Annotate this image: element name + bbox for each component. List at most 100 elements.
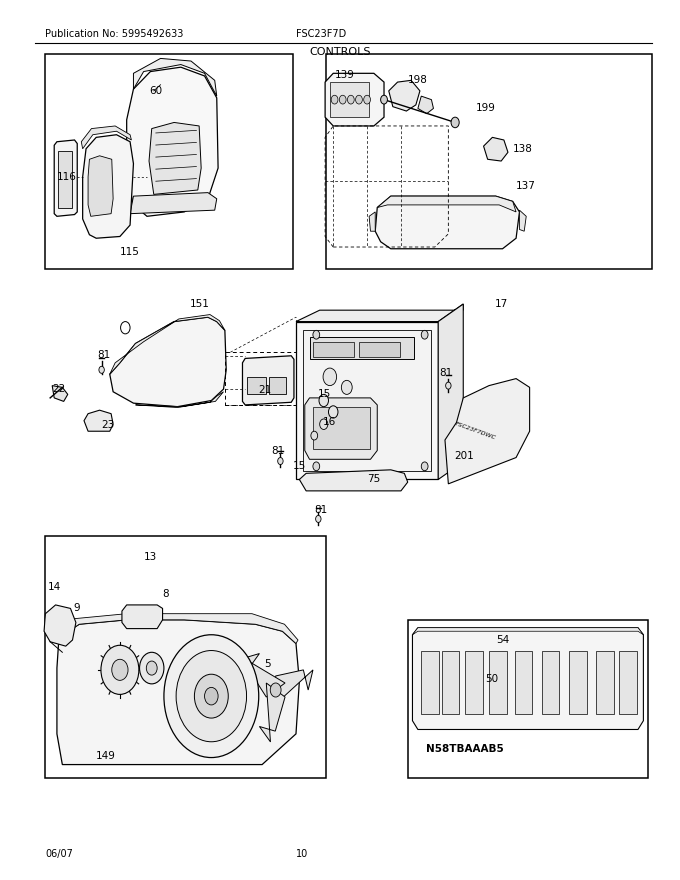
Polygon shape [54,140,78,216]
Bar [330,82,369,117]
Polygon shape [130,193,217,214]
Text: Publication No: 5995492633: Publication No: 5995492633 [46,29,184,39]
Text: 137: 137 [516,180,536,191]
Circle shape [339,95,346,104]
Bar [489,650,507,714]
Text: 198: 198 [408,76,428,85]
Text: 149: 149 [96,751,116,761]
Bar [359,341,400,356]
Text: 9: 9 [73,604,80,613]
Circle shape [331,95,338,104]
Bar [46,537,326,778]
Polygon shape [325,73,384,126]
Circle shape [320,419,328,429]
Text: 81: 81 [314,505,328,515]
Circle shape [364,95,371,104]
Bar [569,650,587,714]
Text: 15: 15 [292,461,306,472]
Circle shape [101,645,139,694]
Text: FSC23F7D: FSC23F7D [296,29,346,39]
Circle shape [270,683,281,697]
Polygon shape [52,385,68,401]
Text: 21: 21 [258,385,272,395]
Text: 17: 17 [494,299,508,309]
Text: 60: 60 [149,86,162,96]
Polygon shape [59,613,298,643]
Polygon shape [305,398,377,459]
Text: 151: 151 [190,299,209,309]
Bar [326,54,651,269]
Circle shape [176,650,247,742]
Polygon shape [135,392,224,407]
Polygon shape [375,196,520,249]
Bar [46,54,292,269]
Bar [248,377,266,394]
Polygon shape [243,356,294,405]
Polygon shape [303,330,431,471]
Bar [269,377,286,394]
Circle shape [323,368,337,385]
Polygon shape [275,670,313,704]
Polygon shape [413,627,643,730]
Polygon shape [438,304,463,480]
Polygon shape [413,627,643,634]
Text: 14: 14 [48,583,61,592]
Polygon shape [520,210,526,231]
Text: 23: 23 [101,420,115,430]
Text: 116: 116 [57,172,77,182]
Text: 50: 50 [486,673,498,684]
Circle shape [316,516,321,523]
Polygon shape [149,122,201,194]
Text: 139: 139 [335,70,354,80]
Circle shape [381,95,388,104]
Circle shape [205,687,218,705]
Bar [313,341,354,356]
Polygon shape [377,196,516,212]
Polygon shape [44,605,76,646]
Text: 13: 13 [143,552,157,561]
Text: 201: 201 [454,451,473,461]
Bar [465,650,483,714]
Circle shape [347,95,354,104]
Bar [596,650,613,714]
Bar [309,337,415,359]
Circle shape [311,431,318,440]
Text: 22: 22 [52,385,65,394]
Circle shape [328,406,338,418]
Bar [225,352,296,405]
Bar [58,150,72,209]
Circle shape [445,382,451,389]
Polygon shape [82,126,131,149]
Circle shape [451,117,459,128]
Polygon shape [133,58,217,96]
Polygon shape [296,321,438,480]
Polygon shape [126,67,218,216]
Circle shape [146,661,157,675]
Polygon shape [389,80,420,111]
Circle shape [112,659,128,680]
Polygon shape [83,135,133,238]
Text: FSC23F7DWC: FSC23F7DWC [454,422,496,441]
Bar [313,407,371,449]
Polygon shape [483,137,508,161]
Circle shape [422,330,428,339]
Polygon shape [418,96,433,114]
Text: 54: 54 [496,635,509,645]
Polygon shape [84,410,113,431]
Text: 06/07: 06/07 [46,849,73,859]
Text: 81: 81 [97,350,111,360]
Circle shape [341,380,352,394]
Text: 75: 75 [367,474,380,485]
Text: 5: 5 [264,659,271,669]
Polygon shape [296,304,463,321]
Polygon shape [122,605,163,628]
Circle shape [313,462,320,471]
Text: 10: 10 [296,849,308,859]
Bar [515,650,532,714]
Bar [619,650,636,714]
Text: 199: 199 [475,104,495,114]
Polygon shape [109,317,226,407]
Polygon shape [445,378,530,484]
Circle shape [319,394,328,407]
Text: 138: 138 [513,143,532,154]
